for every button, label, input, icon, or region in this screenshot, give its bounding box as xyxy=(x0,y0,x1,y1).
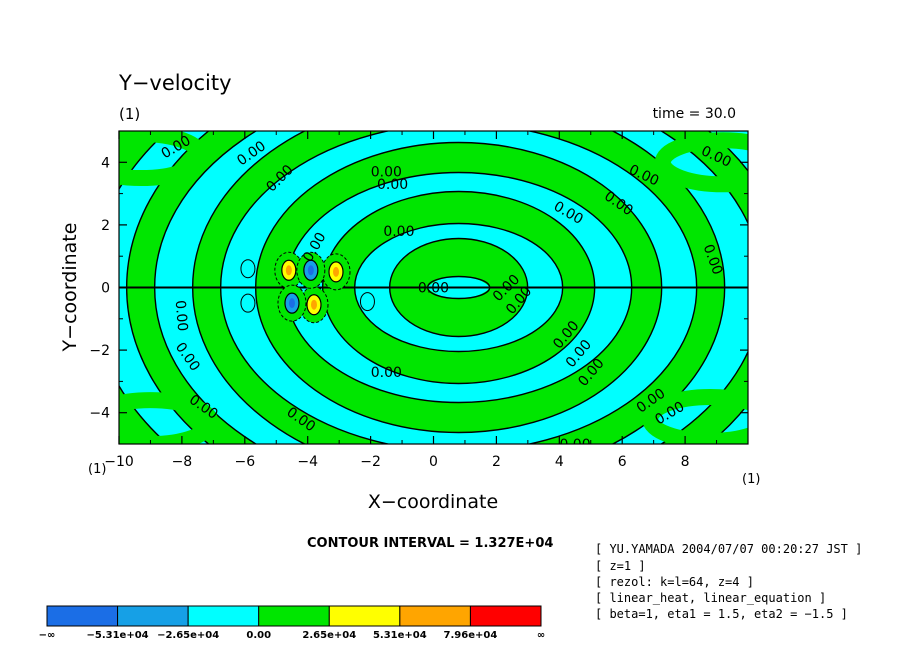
legend-label: −2.65e+04 xyxy=(157,630,219,641)
x-tick-label: 4 xyxy=(555,454,564,470)
contour-value-label: 0.00 xyxy=(172,300,191,332)
y-tick-label: 0 xyxy=(101,281,110,297)
contour-interval: CONTOUR INTERVAL = 1.327E+04 xyxy=(307,536,553,551)
small-contour xyxy=(240,259,256,279)
small-contour xyxy=(359,292,375,312)
chart-subtitle: (1) xyxy=(119,105,140,123)
contour-band xyxy=(119,392,219,444)
x-tick-label: −6 xyxy=(234,454,255,470)
info-line: [ linear_heat, linear_equation ] xyxy=(595,591,826,605)
time-label: time = 30.0 xyxy=(653,106,736,122)
contour-value-label: 0.00 xyxy=(371,365,402,381)
vortex-center xyxy=(333,266,340,277)
legend-label: 2.65e+04 xyxy=(302,630,356,641)
x-tick-label: 0 xyxy=(429,454,438,470)
x-tick-label: 2 xyxy=(492,454,501,470)
legend-swatch xyxy=(187,605,260,627)
legend-swatch xyxy=(117,605,189,627)
legend-label: 0.00 xyxy=(246,630,271,641)
x-axis-label: X−coordinate xyxy=(368,491,498,513)
vortex-center xyxy=(288,298,295,309)
legend-swatch xyxy=(328,605,401,627)
x-unit-left: (1) xyxy=(88,462,106,477)
legend-swatch xyxy=(258,605,330,627)
contour-band xyxy=(119,131,209,187)
legend-label: 5.31e+04 xyxy=(373,630,427,641)
legend-label: −5.31e+04 xyxy=(87,630,149,641)
legend-label: 7.96e+04 xyxy=(444,630,498,641)
x-tick-label: 6 xyxy=(618,454,627,470)
x-tick-label: 8 xyxy=(681,454,690,470)
y-tick-label: −2 xyxy=(89,343,110,359)
info-block: [ YU.YAMADA 2004/07/07 00:20:27 JST ] [ … xyxy=(595,542,862,621)
contour-band xyxy=(642,388,748,444)
contour-value-label: 0.00 xyxy=(559,437,590,453)
x-tick-label: −8 xyxy=(172,454,193,470)
legend-label: ∞ xyxy=(537,630,545,641)
x-tick-label: −2 xyxy=(360,454,381,470)
x-tick-label: −4 xyxy=(297,454,318,470)
info-line: [ rezol: k=l=64, z=4 ] xyxy=(595,575,754,589)
y-tick-label: 2 xyxy=(101,218,110,234)
contour-value-label: 0.00 xyxy=(371,165,402,181)
y-tick-label: 4 xyxy=(101,155,110,171)
info-line: [ beta=1, eta1 = 1.5, eta2 = −1.5 ] xyxy=(595,607,848,621)
contour-value-label: 0.00 xyxy=(418,281,449,297)
y-axis-label: Y−coordinate xyxy=(59,223,81,353)
x-unit-right: (1) xyxy=(742,472,760,487)
y-tick-label: −4 xyxy=(89,406,110,422)
legend-label: −∞ xyxy=(39,630,56,641)
plot-area: 0.00 0.000.000.000.000.000.000.00 0.000.00… xyxy=(119,131,748,453)
legend-swatch xyxy=(399,605,471,627)
legend-swatch xyxy=(469,605,542,627)
small-contour xyxy=(240,293,256,313)
contour-value-label: 0.00 xyxy=(377,177,408,193)
info-line: [ YU.YAMADA 2004/07/07 00:20:27 JST ] xyxy=(595,542,862,556)
info-line: [ z=1 ] xyxy=(595,559,646,573)
legend-swatch xyxy=(46,605,119,627)
contour-value-label: 0.00 xyxy=(383,224,414,240)
x-tick-label: −10 xyxy=(104,454,134,470)
chart-title: Y−velocity xyxy=(118,71,232,95)
vortex-center xyxy=(310,299,317,310)
vortex-center xyxy=(307,265,314,276)
vortex-center xyxy=(285,265,292,276)
contour-band xyxy=(654,132,748,193)
color-legend: −∞ −5.31e+04 −2.65e+04 0.00 2.65e+04 5.31e+04… xyxy=(39,605,545,641)
